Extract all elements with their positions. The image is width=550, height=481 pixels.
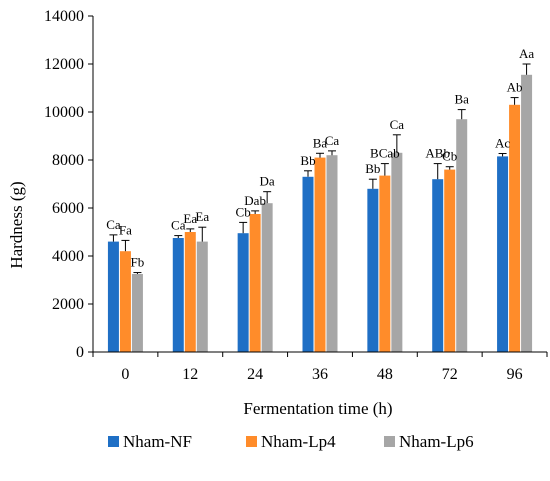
bar <box>197 242 208 352</box>
bar <box>379 176 390 352</box>
significance-label: Ea <box>195 209 209 224</box>
significance-label: Aa <box>519 46 534 61</box>
legend-swatch <box>246 436 257 447</box>
bar <box>444 170 455 352</box>
significance-label: Bb <box>365 161 380 176</box>
x-tick-label: 36 <box>312 366 328 383</box>
y-tick-label: 8000 <box>52 152 84 169</box>
bar <box>120 251 131 352</box>
bar <box>250 214 261 352</box>
legend-label: Nham-NF <box>123 432 192 451</box>
bar <box>108 242 119 352</box>
bar <box>185 232 196 352</box>
legend-label: Nham-Lp4 <box>261 432 336 451</box>
y-tick-label: 0 <box>76 344 84 361</box>
x-tick-label: 48 <box>377 366 393 383</box>
significance-label: Cb <box>442 149 457 164</box>
x-tick-label: 96 <box>507 366 523 383</box>
significance-label: Ca <box>325 133 340 148</box>
significance-label: Ba <box>454 92 469 107</box>
bar <box>432 179 443 352</box>
y-tick-label: 14000 <box>44 8 84 25</box>
bar <box>391 153 402 352</box>
y-axis-title: Hardness (g) <box>7 181 26 268</box>
significance-label: Ac <box>495 136 510 151</box>
x-tick-label: 24 <box>247 366 263 383</box>
bar <box>497 156 508 352</box>
significance-label: Bb <box>300 153 315 168</box>
bar <box>262 203 273 352</box>
bar <box>327 155 338 352</box>
bar <box>521 75 532 352</box>
significance-label: Ca <box>390 117 405 132</box>
y-tick-label: 4000 <box>52 248 84 265</box>
x-tick-label: 12 <box>182 366 198 383</box>
y-tick-label: 12000 <box>44 56 84 73</box>
legend-swatch <box>108 436 119 447</box>
bar <box>315 158 326 352</box>
bars <box>108 75 532 352</box>
x-axis-title: Fermentation time (h) <box>243 399 392 418</box>
x-tick-label: 72 <box>442 366 458 383</box>
y-tick-label: 6000 <box>52 200 84 217</box>
bar <box>132 274 143 352</box>
x-tick-label: 0 <box>121 366 129 383</box>
bar <box>367 189 378 352</box>
x-axis-ticks: 0 12 24 36 48 72 96 <box>93 352 547 383</box>
y-tick-label: 10000 <box>44 104 84 121</box>
legend: Nham-NF Nham-Lp4 Nham-Lp6 <box>108 432 474 451</box>
y-axis-ticks: 0 2000 4000 6000 8000 10000 12000 14000 <box>44 8 93 361</box>
bar <box>456 119 467 352</box>
significance-label: Ab <box>507 80 523 95</box>
significance-label: Dab <box>244 193 266 208</box>
bar <box>173 238 184 352</box>
significance-label: BCab <box>370 146 400 161</box>
significance-label: Fb <box>131 255 145 270</box>
significance-label: Da <box>260 174 275 189</box>
legend-label: Nham-Lp6 <box>399 432 474 451</box>
bar <box>509 105 520 352</box>
legend-swatch <box>384 436 395 447</box>
bar <box>303 177 314 352</box>
y-tick-label: 2000 <box>52 296 84 313</box>
significance-label: Fa <box>119 222 132 237</box>
bar <box>238 233 249 352</box>
